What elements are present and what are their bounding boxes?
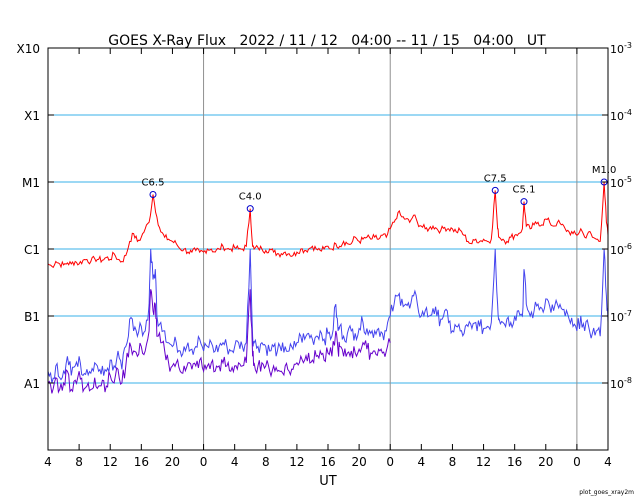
y-left-tick-c1: C1	[24, 243, 40, 257]
x-tick-3: 16	[134, 455, 149, 469]
x-tick-10: 20	[351, 455, 366, 469]
y-right-tick--5: 10-5	[610, 175, 632, 190]
x-tick-5: 0	[200, 455, 208, 469]
series-line-2	[47, 289, 391, 394]
y-right-tick--6: 10-6	[610, 242, 632, 257]
y-right-tick--7: 10-7	[610, 309, 632, 324]
flare-label-2: C7.5	[484, 173, 507, 184]
flare-marker-3	[520, 198, 528, 206]
x-tick-13: 8	[449, 455, 457, 469]
x-tick-1: 8	[75, 455, 83, 469]
x-tick-18: 4	[604, 455, 612, 469]
plot-credit: plot_goes_xray2m	[579, 489, 634, 496]
x-tick-14: 12	[476, 455, 491, 469]
flare-layer: C6.5 C4.0 C7.5 C5.1 M1.0	[142, 165, 617, 213]
x-axis-label: UT	[319, 474, 337, 489]
x-tick-12: 4	[418, 455, 426, 469]
y-left-tick-x1: X1	[24, 109, 40, 123]
y-right-tick--4: 10-4	[610, 108, 632, 123]
flare-label-4: M1.0	[592, 165, 617, 176]
grid-layer	[48, 48, 608, 450]
x-tick-0: 4	[44, 455, 52, 469]
x-tick-2: 12	[103, 455, 118, 469]
x-tick-16: 20	[538, 455, 553, 469]
series-line-0	[47, 181, 609, 269]
y-right-tick--8: 10-8	[610, 376, 632, 391]
flare-label-3: C5.1	[513, 185, 536, 196]
y-left-tick-x10: X10	[17, 42, 41, 56]
y-right-tick--3: 10-3	[610, 41, 632, 56]
flare-label-0: C6.5	[142, 178, 165, 189]
flare-marker-1	[246, 205, 254, 213]
flare-label-1: C4.0	[239, 192, 262, 203]
x-tick-11: 0	[386, 455, 394, 469]
flare-marker-2	[491, 186, 499, 194]
x-tick-15: 16	[507, 455, 522, 469]
x-tick-6: 4	[231, 455, 239, 469]
flare-marker-0	[149, 191, 157, 199]
x-tick-4: 20	[165, 455, 180, 469]
y-left-tick-b1: B1	[24, 310, 40, 324]
x-tick-8: 12	[289, 455, 304, 469]
chart-title: GOES X-Ray Flux 2022 / 11 / 12 04:00 -- …	[108, 33, 546, 49]
series-layer	[47, 181, 609, 394]
axis-layer: A1 B1 C1 M1 X1 X10 10-8 10-7 10-6 10-5 10-4 10-3 4 8 1…	[17, 41, 632, 469]
y-left-tick-m1: M1	[22, 176, 40, 190]
series-line-1	[47, 248, 609, 384]
x-tick-7: 8	[262, 455, 270, 469]
y-left-tick-a1: A1	[24, 377, 40, 391]
x-tick-17: 0	[573, 455, 581, 469]
x-tick-9: 16	[320, 455, 335, 469]
